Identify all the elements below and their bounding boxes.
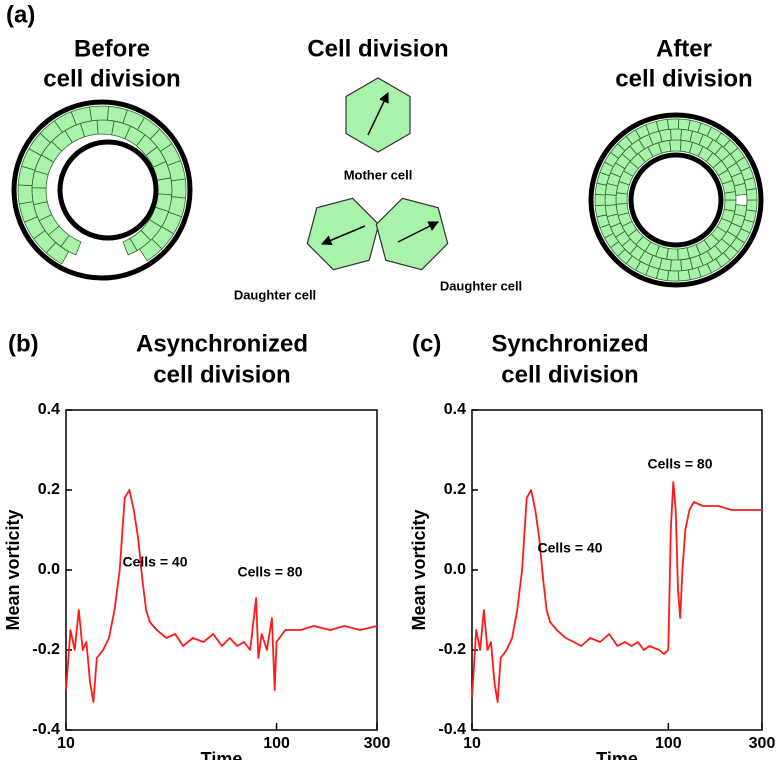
annotation: Cells = 40 (538, 540, 603, 556)
x-tick-label: 100 (263, 735, 290, 752)
arrow (397, 221, 439, 243)
chart-title: Asynchronized (136, 330, 308, 357)
after-title: cell division (615, 65, 752, 92)
data-line (471, 481, 762, 703)
cell (96, 119, 115, 136)
chart-title: Synchronized (491, 330, 648, 357)
panel-label: (c) (412, 330, 441, 357)
cell (669, 139, 682, 152)
x-axis-label: Time (596, 749, 638, 760)
y-tick-label: -0.2 (438, 641, 466, 658)
y-axis-label: Mean vorticity (3, 509, 23, 630)
hexagons (306, 77, 449, 271)
annotation: Cells = 40 (123, 554, 188, 570)
y-tick-label: -0.2 (32, 641, 60, 658)
before-title: Before (74, 35, 150, 62)
panel-label: (a) (6, 1, 35, 28)
cell (667, 270, 680, 282)
cell (604, 194, 617, 206)
cell (724, 191, 737, 201)
cell (17, 184, 34, 205)
after-title: After (656, 35, 712, 62)
y-tick-label: 0.0 (444, 561, 466, 578)
cell (156, 177, 173, 196)
cell (31, 187, 48, 205)
cell (122, 238, 138, 256)
cell (656, 119, 669, 132)
panel-label: (b) (8, 330, 39, 357)
cell (745, 199, 758, 212)
cell (745, 188, 758, 201)
cell (659, 128, 672, 143)
chart-title: cell division (153, 361, 290, 388)
cell (743, 177, 757, 191)
outer-ring (588, 112, 764, 288)
cell-rings (17, 105, 758, 282)
x-tick-label: 10 (57, 735, 75, 752)
chart-title: cell division (501, 361, 638, 388)
cell (594, 193, 606, 207)
chart: (c) Synchronized cell division -0.4 -0.2 0.0 0… (409, 330, 776, 760)
middle-title: Cell division (307, 35, 448, 62)
inner-ring (57, 139, 159, 241)
y-tick-label: -0.4 (32, 721, 60, 738)
x-tick-label: 100 (655, 735, 682, 752)
annotation: Cells = 80 (238, 564, 303, 580)
y-tick-label: 0.2 (444, 481, 466, 498)
x-tick-label: 300 (364, 735, 391, 752)
hexagon (375, 197, 449, 271)
x-axis-label: Time (201, 749, 243, 760)
cell (615, 192, 628, 205)
y-tick-label: 0.4 (38, 401, 60, 418)
chart: (b) Asynchronized cell division -0.4 -0.2 0.0… (3, 330, 391, 760)
cell (680, 257, 693, 272)
arrow (367, 92, 389, 136)
arrow (321, 225, 366, 246)
y-axis-label: Mean vorticity (409, 509, 429, 630)
cell (670, 259, 682, 272)
cell (670, 128, 682, 141)
y-tick-label: 0.0 (38, 561, 60, 578)
cell (733, 183, 748, 196)
plot-frame (65, 409, 378, 731)
y-tick-label: -0.4 (438, 721, 466, 738)
cell (594, 204, 607, 218)
cell (89, 105, 109, 122)
x-tick-label: 300 (749, 735, 776, 752)
outer-ring (11, 99, 193, 281)
annotation: Cells = 80 (648, 456, 713, 472)
inner-ring (628, 152, 724, 248)
cell (604, 204, 619, 217)
daughter-label: Daughter cell (234, 287, 316, 302)
cell (171, 178, 187, 199)
before-title: cell division (43, 65, 180, 92)
mother-label: Mother cell (344, 167, 413, 182)
cell (678, 269, 691, 282)
x-tick-label: 10 (463, 735, 481, 752)
cell (677, 247, 690, 261)
cell (667, 118, 680, 130)
data-line (65, 489, 378, 703)
y-tick-label: 0.4 (444, 401, 466, 418)
cell (139, 238, 163, 262)
daughter-label: Daughter cell (440, 278, 522, 293)
hexagon (306, 197, 380, 271)
plot-frame (471, 409, 763, 731)
y-tick-label: 0.2 (38, 481, 60, 498)
